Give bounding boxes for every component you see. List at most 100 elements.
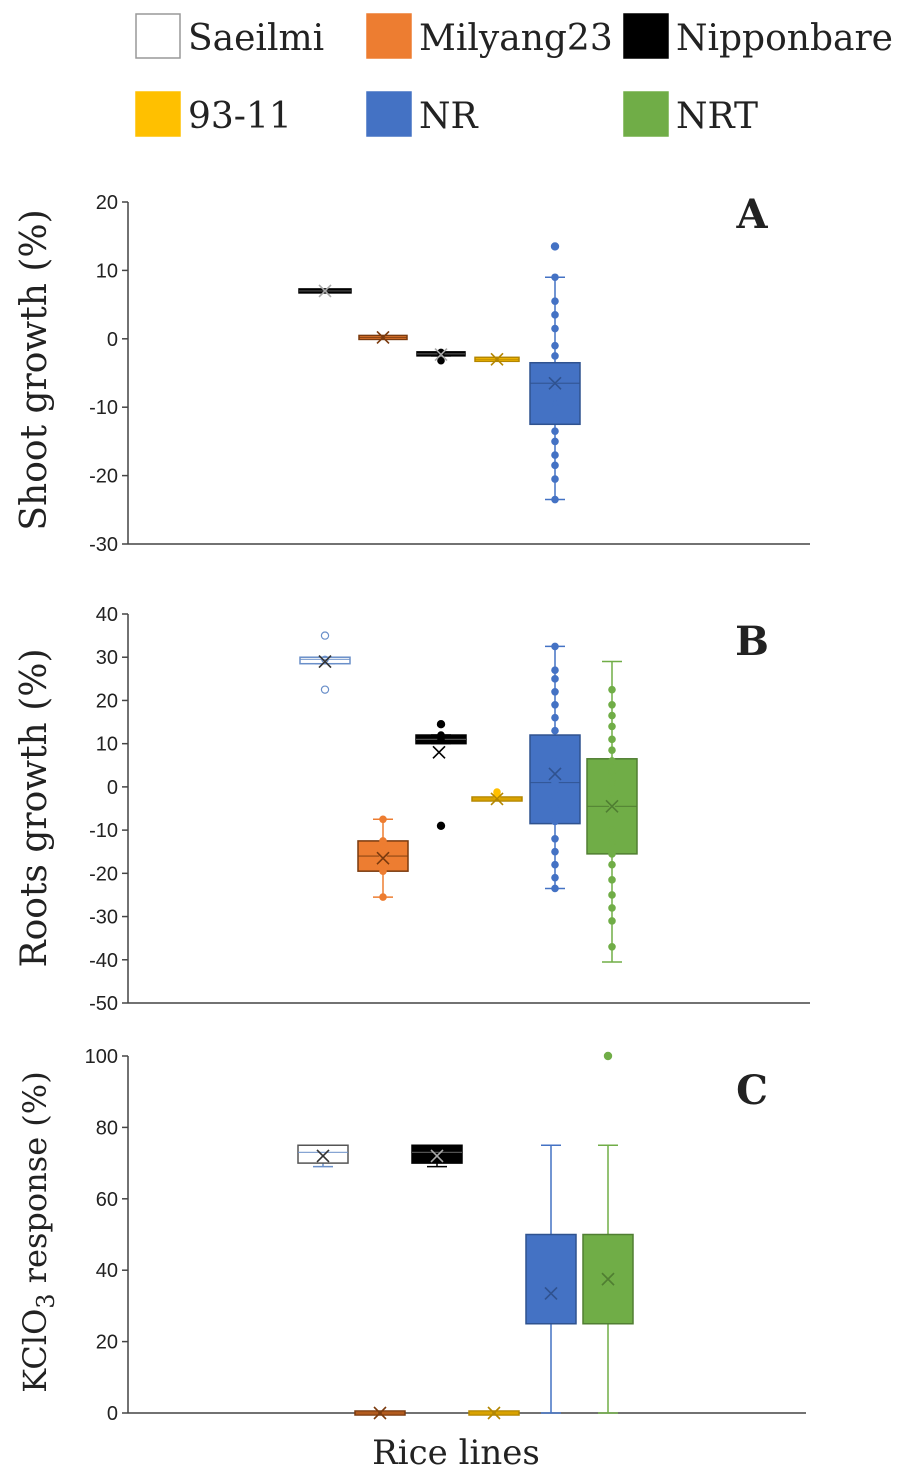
- panel-b-ytick-label-50: -50: [89, 993, 118, 1015]
- panel-b-milyang23-point-6: [379, 893, 387, 901]
- panel-b-ytick-label-30: -30: [89, 907, 118, 929]
- panel-b-nipponbare-outlier-1: [436, 821, 446, 830]
- panel-b-saeilmi-outlier-0: [320, 631, 330, 640]
- legend-label-nr: NR: [419, 96, 479, 137]
- panel-b-nrt-point-9: [608, 789, 616, 798]
- panel-c-ytick-label-100: 100: [85, 1046, 118, 1068]
- panel-c-ylabel: KClO3 response (%): [16, 1071, 60, 1392]
- legend: Saeilmi Milyang23 Nipponbare 93-11 NR NRT: [135, 13, 893, 137]
- legend-swatch-nrt: [623, 91, 669, 137]
- panel-b-nrt-point-4: [608, 735, 616, 744]
- panel-b-milyang23-point-5: [379, 867, 387, 875]
- panel-a-ytick-label-10: -10: [89, 397, 118, 419]
- panel-b-nrt-point-5: [608, 746, 616, 754]
- panel-c-saeilmi-mean-marker: [316, 1149, 330, 1163]
- panel-b-nr-point-7: [551, 739, 559, 748]
- panel-b-nrt-point-8: [608, 778, 616, 787]
- panel-b-nr-point-5: [551, 713, 559, 722]
- panel-c-nrt-outlier-0: [603, 1051, 613, 1061]
- panel-b-nrt-point-20: [608, 943, 616, 951]
- panel-b-ytick-label-0: 0: [107, 777, 118, 799]
- panel-b-nr-point-15: [551, 847, 559, 856]
- panel-a-nrt-point-1: [551, 297, 559, 305]
- panel-b-nrt-point-13: [608, 839, 616, 847]
- panel-a-ytick-label-0: 0: [107, 329, 118, 351]
- panel-b-milyang23-mean-marker: [376, 851, 390, 865]
- panel-b-nrt-point-16: [608, 876, 616, 884]
- panel-b-nr-point-6: [551, 726, 559, 735]
- panel-c-nrt-mean-marker: [601, 1272, 615, 1286]
- x-axis-title: Rice lines: [372, 1433, 540, 1473]
- panel-b-nrt-point-14: [608, 850, 616, 858]
- panel-c-nipponbare-box: [411, 1144, 463, 1164]
- panel-b-letter: B: [735, 618, 769, 665]
- panel-a-nrt-point-9: [551, 399, 559, 408]
- legend-swatch-milyang23: [366, 13, 412, 59]
- panel-b-ytick-label-10: 10: [96, 734, 118, 756]
- panel-a-nipponbare-mean-marker: [376, 330, 390, 344]
- legend-label-nrt: NRT: [676, 96, 758, 137]
- panel-b-93-11-mean-marker: [490, 792, 504, 806]
- panel-a-nrt-point-10: [551, 410, 559, 418]
- panel-a-nr-mean-marker: [490, 352, 504, 366]
- panel-b-nrt-point-11: [608, 813, 616, 821]
- panel-b-nr-mean-marker: [548, 767, 562, 781]
- panel-b-nrt-point-2: [608, 711, 616, 720]
- panel-a-nrt-outlier-0: [550, 242, 560, 251]
- panel-b-milyang23-point-0: [379, 815, 387, 824]
- legend-label-milyang23: Milyang23: [419, 18, 613, 59]
- panel-a-nrt-point-13: [551, 451, 559, 459]
- panel-a-nrt-point-14: [551, 461, 559, 470]
- panel-a-ytick-label-20: -20: [89, 466, 118, 488]
- panel-b-ytick-label-10: -10: [89, 820, 118, 842]
- panel-b-nr-point-0: [551, 642, 559, 651]
- panel-a-nrt-point-15: [551, 475, 559, 483]
- panel-c-93-11-mean-marker: [487, 1406, 501, 1420]
- panel-a-milyang23-mean-marker: [318, 284, 332, 298]
- panel-b-nipponbare-mean-marker: [432, 745, 446, 759]
- panel-b-ytick-label-40: 40: [96, 604, 118, 626]
- panel-b-saeilmi-outlier-1: [320, 685, 330, 694]
- panel-a-nrt-point-0: [551, 273, 559, 282]
- panel-b-nrt-point-7: [608, 767, 616, 776]
- panel-b: Roots growth (%) B 40 30 20 10 0 -10 -20 -30 -40…: [14, 604, 810, 1015]
- panel-b-ylabel: Roots growth (%): [14, 649, 55, 968]
- panel-b-nr-point-14: [551, 834, 559, 843]
- panel-b-ytick-label-40: -40: [89, 950, 118, 972]
- panel-a-nrt-point-12: [551, 437, 559, 446]
- panel-b-nrt-point-6: [608, 757, 616, 765]
- panel-b-milyang23-point-1: [379, 837, 387, 845]
- panel-b-nrt-point-12: [608, 826, 616, 834]
- legend-label-93-11: 93-11: [188, 96, 292, 137]
- panel-c-milyang23-mean-marker: [373, 1406, 387, 1420]
- panel-b-nipponbare-point-1: [437, 731, 445, 739]
- panel-a-ytick-label-30: -30: [89, 534, 118, 556]
- panel-b-ytick-label-20: 20: [96, 690, 118, 712]
- panel-a-nrt-point-2: [551, 311, 559, 319]
- panel-a: Shoot growth (%) A 20 10 0 -10 -20 -30: [14, 191, 810, 556]
- panel-b-nrt-point-0: [608, 685, 616, 694]
- panel-a-ytick-label-10: 10: [96, 260, 118, 282]
- panel-b-nr-point-4: [551, 700, 559, 709]
- panel-b-nr-point-11: [551, 791, 559, 800]
- panel-a-nrt-mean-marker: [548, 376, 562, 390]
- panel-c-ytick-label-60: 60: [96, 1189, 118, 1211]
- panel-a-nrt-point-5: [551, 352, 559, 360]
- panel-c-ytick-label-20: 20: [96, 1332, 118, 1354]
- panel-c-nr-mean-marker: [544, 1286, 558, 1300]
- panel-a-nrt-point-6: [551, 365, 559, 374]
- panel-b-ytick-label-20: -20: [89, 863, 118, 885]
- legend-label-nipponbare: Nipponbare: [676, 18, 893, 59]
- panel-b-nrt-point-18: [608, 904, 616, 912]
- panel-a-nrt-point-4: [551, 341, 559, 350]
- panel-b-saeilmi-mean-marker: [318, 654, 332, 669]
- legend-swatch-saeilmi: [135, 13, 181, 59]
- panel-a-nrt-point-11: [551, 427, 559, 435]
- panel-b-nr-point-3: [551, 687, 559, 696]
- panel-b-nrt-mean-marker: [605, 799, 619, 813]
- legend-label-saeilmi: Saeilmi: [188, 18, 324, 59]
- panel-c-nr-box: [525, 1233, 577, 1325]
- panel-b-nipponbare-outlier-0: [436, 720, 446, 729]
- panel-b-nr-point-10: [551, 778, 559, 787]
